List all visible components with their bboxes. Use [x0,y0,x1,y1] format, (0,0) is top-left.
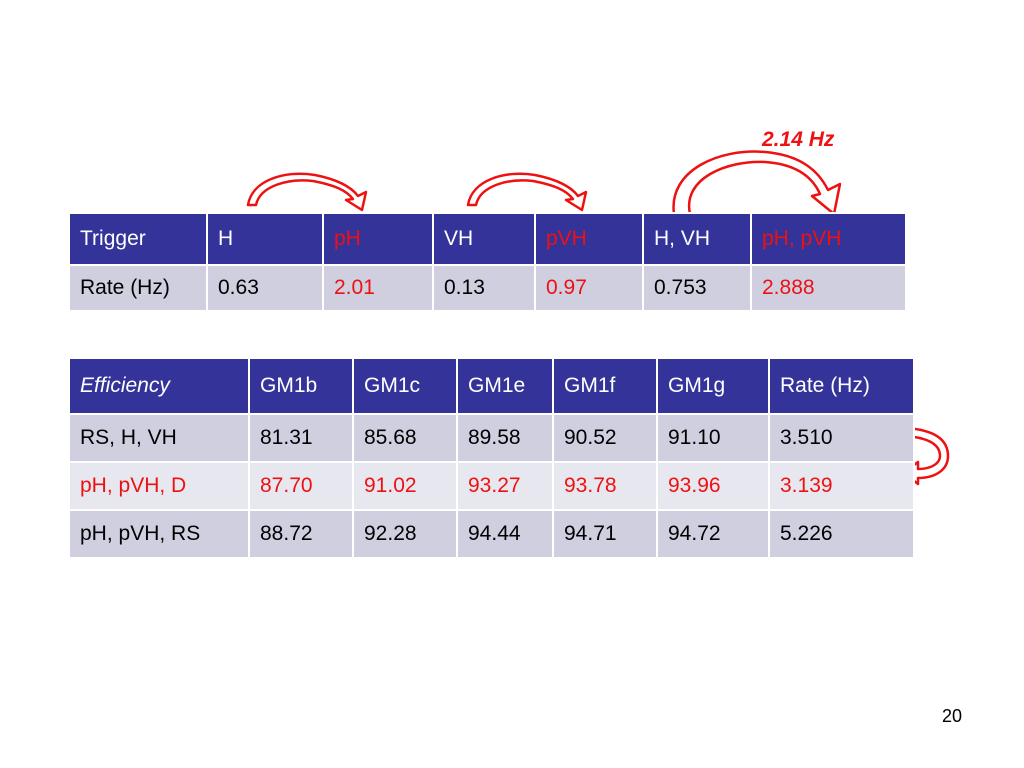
rate-annotation: 2.14 Hz [762,128,835,151]
rate-vh: 0.13 [432,264,536,312]
cell-gm1c: 91.02 [352,461,458,511]
trigger-rate-table: Trigger H pH VH pVH H, VH pH, pVH Rate (… [68,212,907,312]
trigger-header-row: Trigger H pH VH pVH H, VH pH, pVH [68,212,907,266]
header-vh: VH [432,212,536,266]
cell-gm1e: 93.27 [456,461,554,511]
cell-gm1f: 93.78 [552,461,658,511]
row-label: pH, pVH, D [68,461,250,511]
header-rate-hz: Rate (Hz) [768,357,915,415]
cell-gm1b: 81.31 [248,413,354,463]
header-efficiency: Efficiency [68,357,250,415]
efficiency-table: Efficiency GM1b GM1c GM1e GM1f GM1g Rate… [68,357,915,559]
cell-gm1e: 89.58 [456,413,554,463]
efficiency-header-row: Efficiency GM1b GM1c GM1e GM1f GM1g Rate… [68,357,915,415]
header-h: H [206,212,324,266]
page-number: 20 [941,706,962,726]
rate-ph: 2.01 [322,264,434,312]
rate-ph-pvh: 2.888 [750,264,907,312]
table-row: pH, pVH, RS 88.72 92.28 94.44 94.71 94.7… [68,509,915,559]
cell-gm1c: 92.28 [352,509,458,559]
curved-arrow-h-to-ph [246,172,368,212]
header-gm1b: GM1b [248,357,354,415]
rate-row-label: Rate (Hz) [68,264,208,312]
cell-rate: 3.139 [768,461,915,511]
header-gm1e: GM1e [456,357,554,415]
cell-gm1b: 88.72 [248,509,354,559]
header-gm1c: GM1c [352,357,458,415]
header-h-vh: H, VH [642,212,752,266]
header-trigger: Trigger [68,212,208,266]
row-label: pH, pVH, RS [68,509,250,559]
header-ph-pvh: pH, pVH [750,212,907,266]
cell-gm1f: 90.52 [552,413,658,463]
header-pvh: pVH [534,212,644,266]
cell-gm1e: 94.44 [456,509,554,559]
cell-gm1c: 85.68 [352,413,458,463]
cell-gm1g: 93.96 [656,461,770,511]
curved-arrow-vh-to-pvh [466,172,588,212]
table-row: RS, H, VH 81.31 85.68 89.58 90.52 91.10 … [68,413,915,463]
header-ph: pH [322,212,434,266]
rate-row: Rate (Hz) 0.63 2.01 0.13 0.97 0.753 2.88… [68,264,907,312]
header-gm1f: GM1f [552,357,658,415]
cell-gm1b: 87.70 [248,461,354,511]
row-label: RS, H, VH [68,413,250,463]
rate-h-vh: 0.753 [642,264,752,312]
cell-gm1f: 94.71 [552,509,658,559]
header-gm1g: GM1g [656,357,770,415]
cell-gm1g: 94.72 [656,509,770,559]
cell-gm1g: 91.10 [656,413,770,463]
curved-arrow-hvh-to-phpvh [672,150,842,216]
rate-h: 0.63 [206,264,324,312]
table-row: pH, pVH, D 87.70 91.02 93.27 93.78 93.96… [68,461,915,511]
cell-rate: 3.510 [768,413,915,463]
rate-pvh: 0.97 [534,264,644,312]
cell-rate: 5.226 [768,509,915,559]
